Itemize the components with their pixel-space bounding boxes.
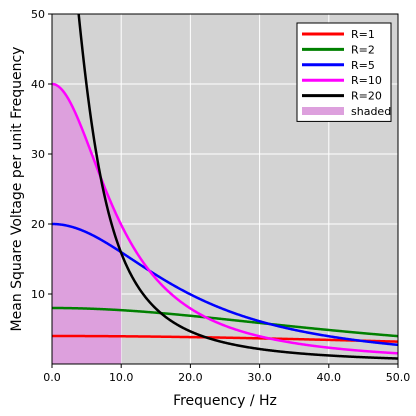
legend-label: R=10 (351, 74, 382, 87)
series-line-r10 (52, 82, 398, 355)
y-tick-label: 20 (31, 218, 45, 231)
x-axis-label: Frequency / Hz (173, 393, 277, 409)
x-tick-label: 50.0 (386, 371, 411, 384)
x-tick-label: 0.0 (43, 371, 61, 384)
legend-box (296, 22, 392, 122)
legend-label: R=1 (351, 28, 375, 41)
series-lines (52, 14, 398, 360)
legend-label: shaded (351, 105, 391, 118)
y-tick-label: 30 (31, 148, 45, 161)
y-tick-label: 10 (31, 288, 45, 301)
series-line-r5 (52, 222, 398, 347)
y-tick-label: 50 (31, 8, 45, 21)
axis-ticks: 0.0 10.0 20.0 30.0 40.0 50.0 10 20 30 40 50 (31, 8, 410, 384)
y-axis-label: Mean Square Voltage per unit Frequency (9, 47, 25, 332)
legend-swatch-shaded (302, 107, 344, 115)
legend: R=1 R=2 R=5 R=10 R=20 shaded (296, 22, 392, 122)
series-line-r20 (77, 14, 398, 360)
legend-label: R=2 (351, 43, 375, 56)
x-tick-label: 10.0 (109, 371, 134, 384)
series-line-r1 (52, 334, 398, 343)
x-tick-label: 40.0 (317, 371, 342, 384)
x-tick-label: 30.0 (247, 371, 272, 384)
x-tick-label: 20.0 (178, 371, 203, 384)
y-tick-label: 40 (31, 78, 45, 91)
legend-label: R=5 (351, 59, 375, 72)
series-line-r2 (52, 306, 398, 338)
legend-label: R=20 (351, 90, 382, 103)
shaded-region (52, 84, 122, 364)
plot-frame (51, 13, 399, 365)
